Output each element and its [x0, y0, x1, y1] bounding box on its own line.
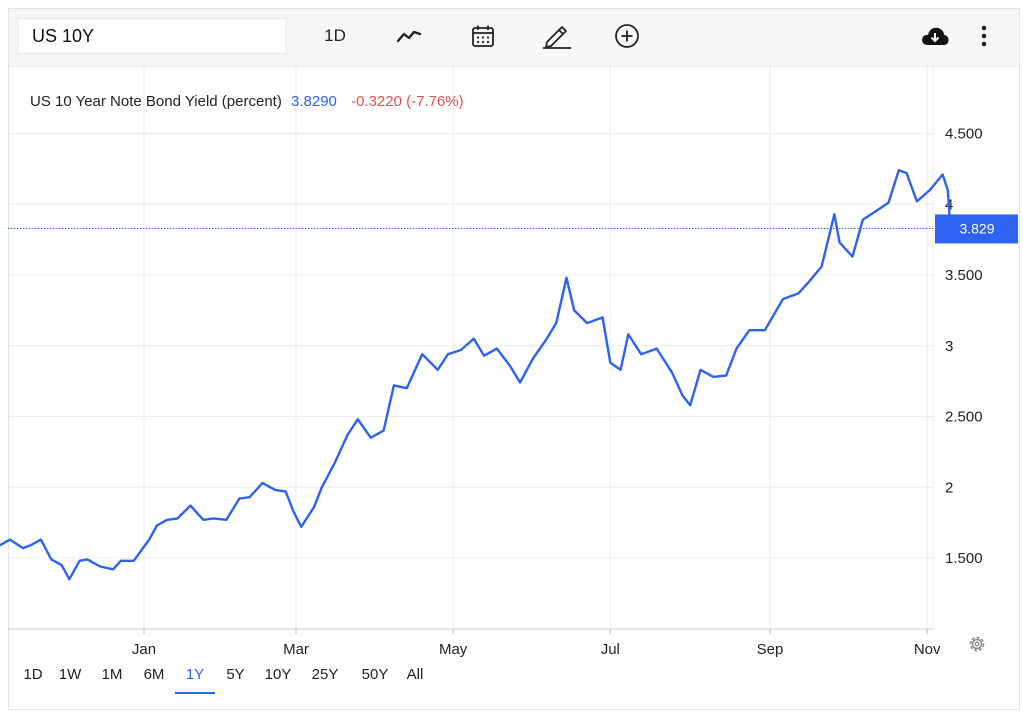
- add-circle-icon[interactable]: [611, 18, 643, 54]
- x-tick-label: Nov: [914, 641, 941, 658]
- chart-legend: US 10 Year Note Bond Yield (percent) 3.8…: [30, 93, 464, 110]
- x-tick-label: Sep: [757, 641, 784, 658]
- x-tick-label: Jan: [132, 641, 156, 658]
- range-selector: 1D 1W 1M 6M 1Y 5Y 10Y 25Y 50Y All: [17, 666, 430, 694]
- range-button-25y[interactable]: 25Y: [311, 666, 339, 683]
- y-tick-label: 3.500: [945, 267, 983, 284]
- y-tick-label: 2.500: [945, 409, 983, 426]
- x-axis: Jan Mar May Jul Sep Nov: [132, 629, 941, 658]
- settings-gear-icon[interactable]: [967, 634, 987, 659]
- x-tick-label: May: [439, 641, 468, 658]
- range-button-1w[interactable]: 1W: [58, 666, 82, 683]
- range-button-1d[interactable]: 1D: [23, 666, 43, 683]
- more-vert-icon[interactable]: [971, 18, 997, 54]
- calendar-icon[interactable]: [467, 18, 499, 54]
- pencil-icon[interactable]: [539, 18, 575, 54]
- range-button-10y[interactable]: 10Y: [264, 666, 292, 683]
- x-tick-label: Mar: [283, 641, 309, 658]
- y-tick-label: 2: [945, 479, 953, 496]
- range-button-all[interactable]: All: [406, 666, 424, 683]
- y-tick-label: 4.500: [945, 126, 983, 143]
- range-button-1y[interactable]: 1Y: [175, 666, 215, 694]
- toolbar: 1D: [9, 9, 1019, 67]
- interval-button[interactable]: 1D: [324, 26, 346, 45]
- range-button-5y[interactable]: 5Y: [226, 666, 245, 683]
- last-price-tag: [935, 214, 1018, 244]
- line-chart-icon[interactable]: [393, 18, 425, 54]
- grid: [8, 64, 933, 629]
- symbol-search-input[interactable]: [17, 18, 287, 54]
- cloud-download-icon[interactable]: [919, 18, 951, 54]
- range-button-50y[interactable]: 50Y: [361, 666, 389, 683]
- legend-value: 3.8290: [291, 93, 337, 110]
- last-price-tag-text: 3.829: [959, 220, 994, 236]
- y-tick-label: 3: [945, 338, 953, 355]
- y-tick-label: 1.500: [945, 550, 983, 567]
- range-button-6m[interactable]: 6M: [143, 666, 165, 683]
- legend-title: US 10 Year Note Bond Yield (percent): [30, 93, 282, 110]
- series-line-us10y: [0, 169, 952, 581]
- range-button-1m[interactable]: 1M: [101, 666, 123, 683]
- chart-widget: 1D: [8, 8, 1020, 710]
- x-tick-label: Jul: [601, 641, 620, 658]
- legend-change: -0.3220 (-7.76%): [351, 93, 464, 110]
